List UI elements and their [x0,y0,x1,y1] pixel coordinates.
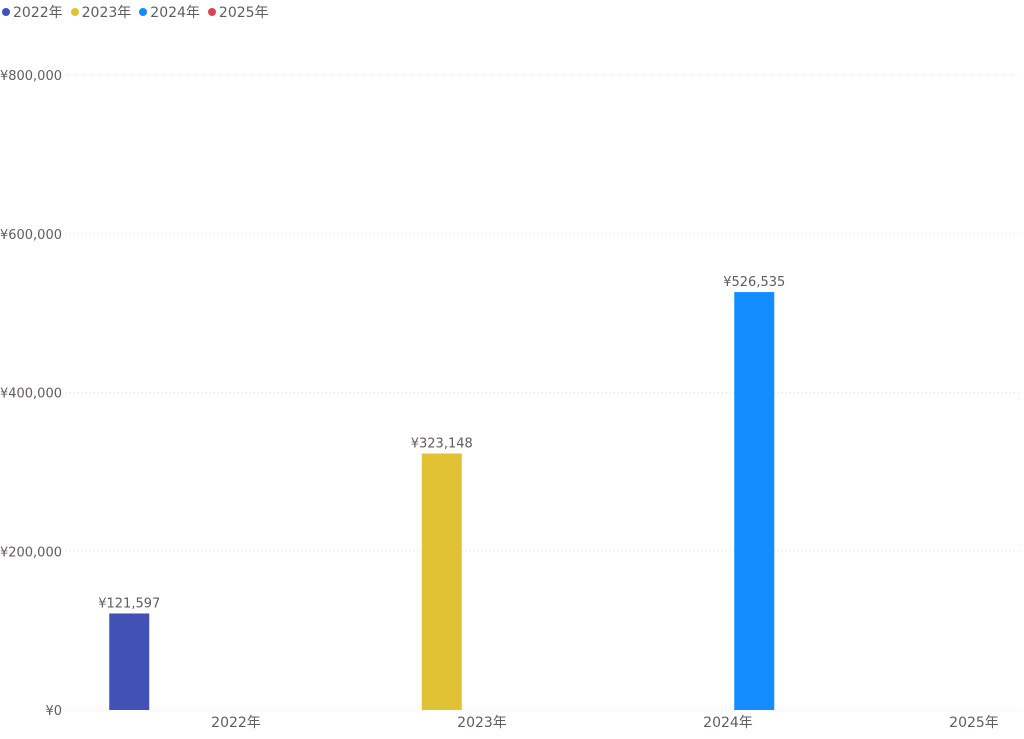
legend-label: 2025年 [218,5,269,21]
y-tick-label: ¥600,000 [0,228,62,243]
legend-item[interactable]: 2022年 [0,2,63,22]
bar [734,292,775,710]
y-tick-label: ¥800,000 [0,69,62,84]
y-tick-label: ¥200,000 [0,545,62,560]
data-label: ¥526,535 [723,275,785,290]
legend-marker [207,8,216,16]
legend-item[interactable]: 2024年 [137,2,200,22]
y-tick-label: ¥0 [45,704,62,719]
chart-legend: 2022年 2023年 2024年 2025年 [0,2,275,22]
bar [421,453,462,710]
legend-item[interactable]: 2023年 [69,2,132,22]
x-tick-label: 2025年 [949,715,999,731]
data-label: ¥121,597 [98,596,160,611]
legend-marker [139,8,148,16]
legend-label: 2022年 [13,5,63,21]
legend-marker [70,8,79,16]
legend-item[interactable]: 2025年 [206,2,269,22]
y-tick-label: ¥400,000 [0,387,62,402]
bar [109,613,150,710]
legend-label: 2024年 [150,5,200,21]
x-tick-label: 2022年 [211,715,261,731]
legend-marker [2,8,10,16]
data-label: ¥323,148 [411,437,473,452]
x-tick-label: 2023年 [457,715,507,731]
x-tick-label: 2024年 [703,715,753,731]
legend-label: 2023年 [81,5,132,21]
